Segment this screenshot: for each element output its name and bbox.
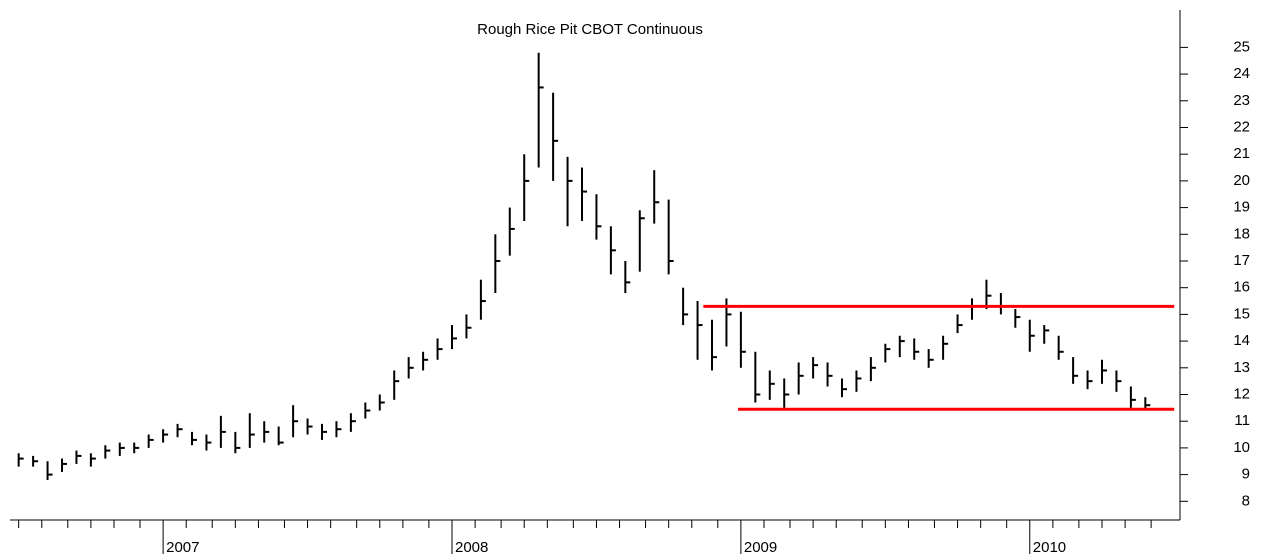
y-tick-label: 8	[1242, 492, 1250, 509]
y-tick-label: 22	[1233, 118, 1250, 135]
y-tick-label: 17	[1233, 252, 1250, 269]
y-tick-label: 10	[1233, 439, 1250, 456]
y-tick-label: 13	[1233, 359, 1250, 376]
y-tick-label: 16	[1233, 279, 1250, 296]
y-tick-label: 19	[1233, 199, 1250, 216]
y-tick-label: 18	[1233, 225, 1250, 242]
y-tick-label: 21	[1233, 145, 1250, 162]
x-tick-label: 2010	[1033, 539, 1066, 556]
y-tick-label: 23	[1233, 92, 1250, 109]
y-tick-label: 24	[1233, 65, 1250, 82]
chart-title: Rough Rice Pit CBOT Continuous	[477, 21, 703, 38]
y-tick-label: 9	[1242, 466, 1250, 483]
y-tick-label: 20	[1233, 172, 1250, 189]
y-tick-label: 25	[1233, 38, 1250, 55]
x-tick-label: 2008	[455, 539, 488, 556]
y-tick-label: 11	[1234, 412, 1250, 429]
y-tick-label: 15	[1233, 305, 1250, 322]
y-tick-label: 14	[1233, 332, 1250, 349]
x-tick-label: 2007	[166, 539, 199, 556]
x-tick-label: 2009	[744, 539, 777, 556]
y-tick-label: 12	[1233, 385, 1250, 402]
